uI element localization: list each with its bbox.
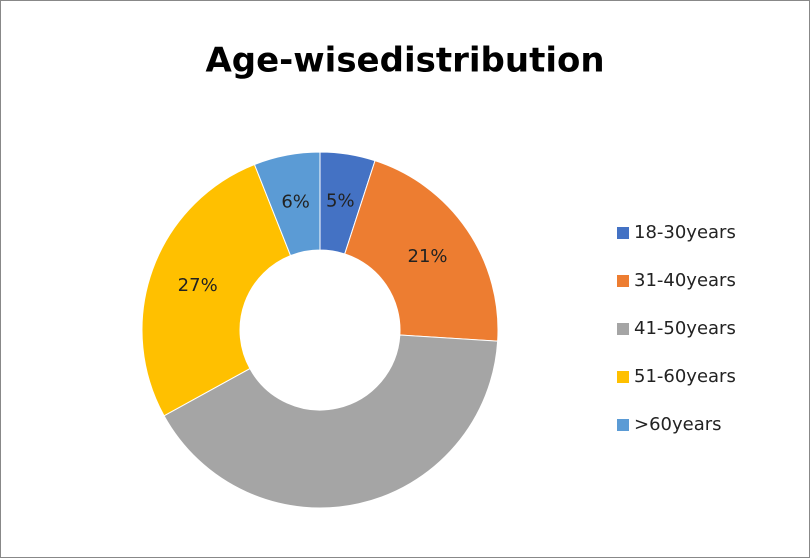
legend-label: 51-60years: [634, 366, 736, 387]
legend-label: 31-40years: [634, 270, 736, 291]
data-label: 27%: [178, 275, 218, 296]
legend-swatch: [617, 227, 629, 239]
data-label: 6%: [281, 191, 310, 212]
legend-label: 18-30years: [634, 222, 736, 243]
donut-slice: [253, 151, 321, 257]
legend-swatch: [617, 419, 629, 431]
legend-swatch: [617, 371, 629, 383]
donut-slice: [163, 334, 499, 509]
legend-swatch: [617, 275, 629, 287]
donut-slice: [344, 160, 499, 342]
data-label: 5%: [326, 191, 355, 212]
legend-swatch: [617, 323, 629, 335]
legend-label: >60years: [634, 414, 722, 435]
data-label: 21%: [408, 246, 448, 267]
chart-title: Age-wisedistribution: [205, 41, 604, 81]
legend-label: 41-50years: [634, 318, 736, 339]
donut-slice: [141, 163, 292, 417]
